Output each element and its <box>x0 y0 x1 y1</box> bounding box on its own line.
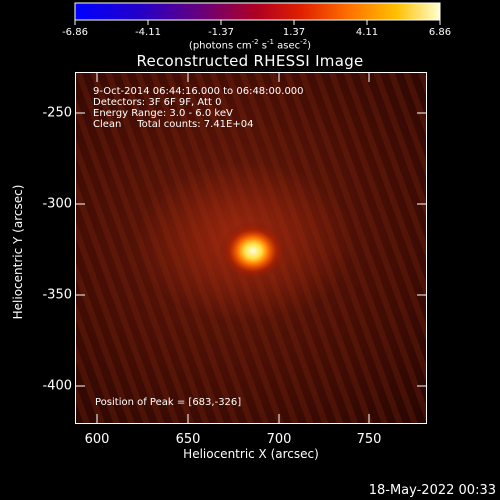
plot-axes <box>75 72 427 424</box>
info-clean-counts: Clean Total counts: 7.41E+04 <box>93 119 254 130</box>
x-tick-label: 750 <box>356 432 382 447</box>
footer-date: 18-May-2022 00:33 <box>368 483 496 498</box>
colorbar <box>74 2 441 25</box>
colorbar-tick: -6.86 <box>62 27 88 38</box>
colorbar-gradient <box>74 2 441 21</box>
y-tick-label: -300 <box>42 196 72 212</box>
x-axis-label: Heliocentric X (arcsec) <box>183 447 319 461</box>
x-tick-label: 700 <box>266 432 292 447</box>
y-axis-label: Heliocentric Y (arcsec) <box>11 184 25 320</box>
info-time-range: 9-Oct-2014 06:44:16.000 to 06:48:00.000 <box>93 86 304 97</box>
colorbar-tick: -4.11 <box>135 27 161 38</box>
peak-source <box>219 221 287 281</box>
y-tick-label: -350 <box>42 287 72 303</box>
rhessi-image <box>75 72 427 424</box>
y-tick-label: -400 <box>42 378 72 394</box>
colorbar-tick: 1.37 <box>282 27 306 38</box>
plot-title: Reconstructed RHESSI Image <box>136 52 364 70</box>
y-tick-label: -250 <box>42 105 72 121</box>
colorbar-tick: 6.86 <box>428 27 452 38</box>
x-tick-label: 650 <box>175 432 201 447</box>
info-detectors: Detectors: 3F 6F 9F, Att 0 <box>93 97 222 108</box>
info-energy-range: Energy Range: 3.0 - 6.0 keV <box>93 108 233 119</box>
x-tick-label: 600 <box>84 432 110 447</box>
peak-position-text: Position of Peak = [683,-326] <box>95 397 242 408</box>
colorbar-units: (photons cm-2 s-1 asec-2) <box>188 38 312 52</box>
colorbar-tick: 4.11 <box>355 27 379 38</box>
colorbar-tick: -1.37 <box>208 27 234 38</box>
